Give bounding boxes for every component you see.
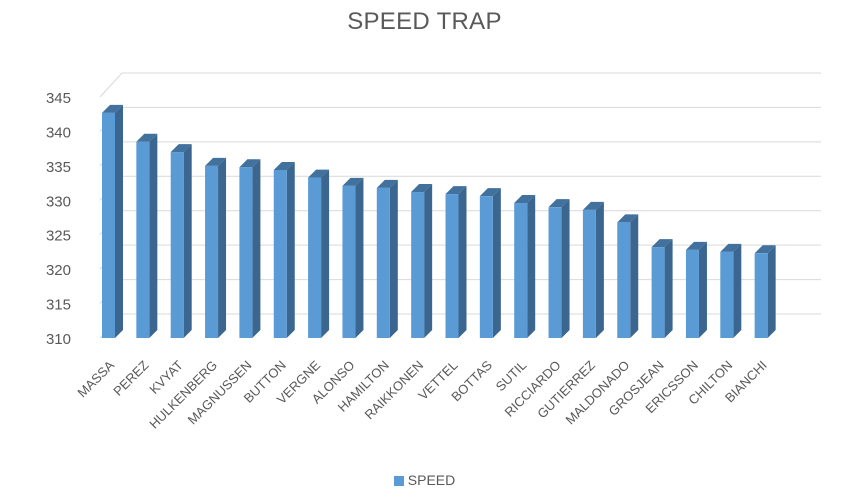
bar-front: [342, 185, 356, 338]
bar: [205, 157, 227, 338]
bar-top: [205, 157, 227, 166]
bar-top: [376, 179, 398, 188]
bar: [376, 179, 398, 338]
bar-front: [548, 207, 562, 338]
bar-side: [115, 104, 123, 338]
bar-front: [754, 253, 768, 338]
bar-top: [136, 133, 158, 142]
bar-top: [514, 195, 536, 204]
bar-top: [342, 177, 364, 186]
bar-side: [321, 169, 330, 338]
bar-front: [376, 187, 390, 338]
bar-front: [411, 192, 425, 338]
bar-side: [527, 195, 536, 338]
bar-top: [617, 214, 639, 223]
y-tick-label: 315: [46, 297, 71, 314]
bar-top: [754, 245, 776, 254]
bar: [170, 144, 192, 338]
y-tick-label: 335: [46, 159, 71, 176]
bar: [411, 184, 433, 338]
bar-side: [561, 199, 570, 338]
bar-top: [548, 199, 570, 208]
bar: [582, 201, 604, 338]
bar-top: [170, 144, 192, 153]
y-tick-label: 345: [46, 90, 71, 107]
bar-front: [273, 169, 287, 338]
bar: [514, 195, 536, 338]
bar: [342, 177, 364, 338]
bar-side: [595, 201, 604, 338]
bar: [445, 186, 467, 338]
bar-front: [685, 249, 699, 338]
bar-side: [252, 159, 261, 338]
bar-side: [698, 241, 707, 338]
bar: [617, 214, 639, 338]
bar-top: [720, 243, 742, 252]
y-tick-label: 330: [46, 193, 71, 210]
bar-front: [514, 203, 528, 338]
bar-side: [664, 239, 673, 338]
bar: [651, 239, 673, 338]
bar-top: [479, 188, 501, 197]
bar-front: [239, 167, 253, 338]
bar-side: [424, 184, 433, 338]
bar-front: [582, 209, 596, 338]
bar-side: [149, 133, 158, 338]
bar-side: [767, 245, 776, 338]
y-axis-ticks: 310 315 320 325 330 335 340 345: [46, 90, 71, 348]
bar-side: [218, 157, 227, 338]
chart-title: SPEED TRAP: [347, 8, 502, 35]
bar-side: [355, 177, 364, 338]
x-tick-label: MASSA: [74, 357, 117, 400]
bar-front: [308, 177, 322, 338]
bar-front: [170, 152, 184, 338]
bar-side: [492, 188, 501, 338]
bar: [479, 188, 501, 338]
legend-label: SPEED: [407, 472, 456, 488]
y-tick-label: 310: [46, 331, 71, 348]
x-tick-label: PEREZ: [110, 357, 151, 398]
bar: [754, 245, 776, 338]
bar-front: [205, 165, 219, 338]
y-tick-label: 320: [46, 262, 71, 279]
x-axis-labels: MASSAPEREZKVYATHULKENBERGMAGNUSSENBUTTON…: [74, 357, 769, 431]
bar-side: [458, 186, 467, 338]
bar-top: [685, 241, 707, 250]
legend-swatch: [393, 476, 404, 486]
bar-top: [582, 201, 604, 210]
bar-side: [630, 214, 639, 338]
bar-side: [733, 243, 742, 338]
bars: [102, 104, 776, 338]
bar-top: [239, 159, 261, 168]
bar: [102, 104, 123, 338]
bar-side: [389, 179, 398, 338]
bar: [273, 161, 295, 338]
bar-top: [308, 169, 330, 178]
legend: SPEED: [0, 472, 849, 488]
bar-top: [651, 239, 673, 248]
bar: [720, 243, 742, 338]
bar: [308, 169, 330, 338]
bar-top: [445, 186, 467, 195]
bar-front: [102, 112, 115, 338]
bar-top: [411, 184, 433, 193]
y-tick-label: 325: [46, 228, 71, 245]
bar: [239, 159, 261, 338]
bar-front: [479, 196, 493, 338]
bar-side: [286, 161, 295, 338]
bar-front: [720, 251, 734, 338]
bar: [136, 133, 158, 338]
gridline-diagonal: [99, 72, 123, 98]
y-tick-label: 340: [46, 124, 71, 141]
bar-side: [183, 144, 192, 338]
bar-front: [445, 194, 459, 338]
bar-chart: 310 315 320 325 330 335 340 345 MASSAPEREZKVYAT…: [46, 72, 821, 431]
bar-front: [651, 247, 665, 338]
bar-top: [273, 161, 295, 170]
bar: [548, 199, 570, 338]
bar-front: [617, 222, 631, 338]
bar-front: [136, 141, 150, 338]
bar-top: [102, 104, 123, 113]
bar: [685, 241, 707, 338]
